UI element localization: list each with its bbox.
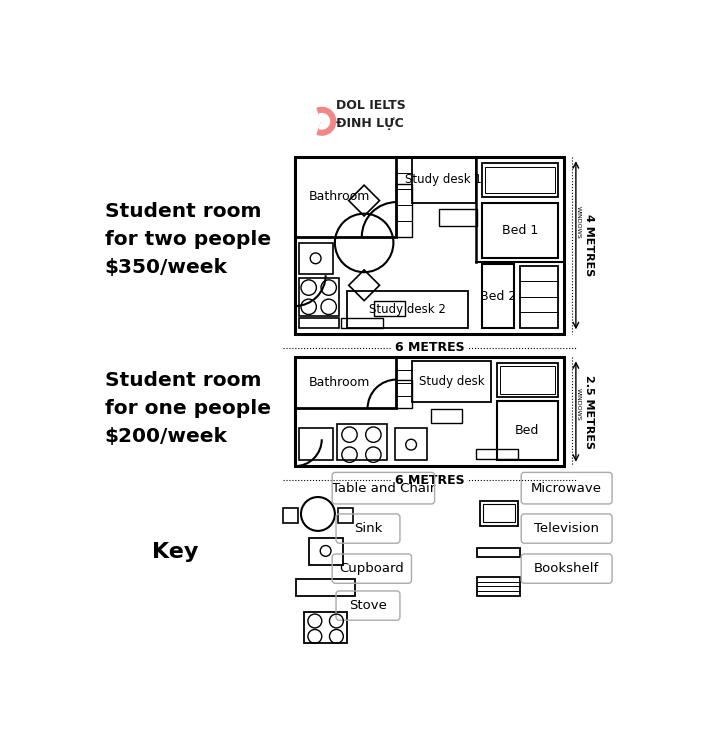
Bar: [304, 612, 347, 642]
Bar: [480, 501, 518, 525]
Bar: [496, 401, 558, 460]
Bar: [298, 319, 339, 328]
Text: WINDOWS: WINDOWS: [576, 388, 581, 420]
Bar: [498, 363, 558, 397]
Bar: [298, 243, 333, 273]
Text: WINDOWS: WINDOWS: [576, 206, 581, 239]
Text: Microwave: Microwave: [531, 482, 602, 495]
Text: 2.5 METRES: 2.5 METRES: [584, 374, 594, 448]
Bar: [296, 579, 355, 596]
Bar: [295, 156, 397, 237]
Text: Bathroom: Bathroom: [309, 376, 370, 389]
Text: 4 METRES: 4 METRES: [584, 214, 594, 276]
Bar: [412, 156, 476, 203]
Text: Student room
for two people
$350/week: Student room for two people $350/week: [105, 202, 271, 276]
Text: Stove: Stove: [349, 599, 387, 612]
Text: Study desk 2: Study desk 2: [370, 303, 446, 316]
Wedge shape: [312, 115, 323, 122]
Bar: [397, 184, 412, 237]
Bar: [298, 278, 339, 316]
Bar: [412, 361, 491, 402]
Bar: [501, 366, 555, 393]
Wedge shape: [319, 113, 330, 129]
Bar: [477, 548, 520, 557]
Text: Bathroom: Bathroom: [309, 190, 370, 203]
Text: DOL IELTS
ĐINH LỰC: DOL IELTS ĐINH LỰC: [335, 99, 405, 130]
Bar: [338, 508, 353, 523]
Bar: [482, 265, 514, 328]
Bar: [295, 156, 565, 333]
Text: Key: Key: [152, 542, 199, 562]
Text: Television: Television: [534, 522, 599, 535]
Bar: [309, 538, 342, 565]
Bar: [374, 301, 405, 316]
Bar: [482, 163, 558, 196]
Bar: [298, 428, 333, 460]
Text: Bookshelf: Bookshelf: [534, 562, 600, 575]
Text: Bed: Bed: [515, 424, 540, 437]
Bar: [439, 209, 477, 226]
Text: 6 METRES: 6 METRES: [394, 473, 464, 487]
Bar: [283, 508, 298, 523]
Bar: [477, 577, 520, 596]
Bar: [295, 357, 397, 408]
Text: Student room
for one people
$200/week: Student room for one people $200/week: [105, 371, 271, 446]
Bar: [347, 291, 468, 328]
Bar: [483, 504, 515, 522]
Bar: [337, 424, 387, 460]
Text: Study desk 1: Study desk 1: [405, 173, 482, 186]
Text: Sink: Sink: [354, 522, 382, 535]
Bar: [482, 203, 558, 259]
Text: Bed 1: Bed 1: [502, 224, 538, 237]
Text: Bed 2: Bed 2: [480, 290, 516, 302]
Text: Cupboard: Cupboard: [340, 562, 404, 575]
Text: Table and Chair: Table and Chair: [332, 482, 435, 495]
Bar: [295, 357, 565, 466]
Bar: [520, 266, 558, 328]
Bar: [476, 449, 518, 459]
Bar: [341, 319, 383, 328]
Text: Study desk: Study desk: [419, 375, 484, 388]
Bar: [397, 380, 412, 408]
Text: 6 METRES: 6 METRES: [394, 341, 464, 354]
Bar: [485, 167, 555, 193]
Wedge shape: [317, 107, 335, 135]
Bar: [431, 409, 462, 423]
Bar: [395, 428, 427, 460]
